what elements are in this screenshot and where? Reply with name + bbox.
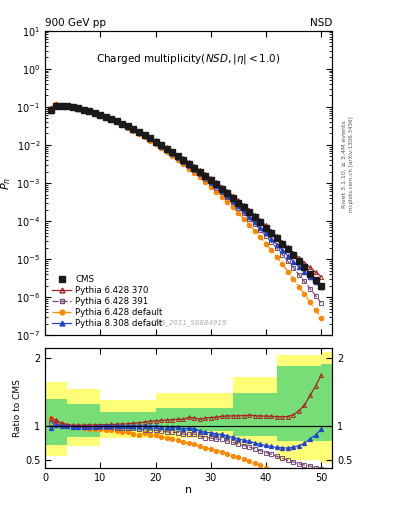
CMS [247,209,252,216]
CMS [170,150,174,156]
CMS [76,105,81,112]
CMS [302,264,307,270]
CMS [65,103,70,110]
CMS [48,107,53,113]
CMS [297,258,301,264]
CMS [264,225,268,231]
CMS [269,230,274,236]
CMS [142,132,147,138]
CMS [92,110,97,116]
CMS [252,214,257,220]
Text: mcplots.cern.ch [arXiv:1306.3436]: mcplots.cern.ch [arXiv:1306.3436] [349,116,354,211]
CMS [81,106,86,113]
Text: 900 GeV pp: 900 GeV pp [45,18,106,28]
CMS [219,186,224,192]
CMS [258,219,263,225]
CMS [175,153,180,159]
CMS [192,165,196,171]
CMS [103,114,108,120]
X-axis label: n: n [185,485,192,495]
CMS [59,102,64,109]
CMS [203,173,208,179]
CMS [313,276,318,283]
CMS [280,241,285,247]
CMS [208,177,213,183]
CMS [214,181,219,187]
CMS [131,126,136,132]
CMS [54,102,59,109]
CMS [164,145,169,152]
CMS [230,195,235,201]
CMS [87,108,92,114]
CMS [186,161,191,167]
CMS [181,157,185,163]
CMS [148,135,152,141]
CMS [70,104,75,110]
CMS [275,236,279,242]
Text: Rivet 3.1.10, ≥ 3.4M events: Rivet 3.1.10, ≥ 3.4M events [342,120,346,208]
Y-axis label: $P_n$: $P_n$ [0,177,13,189]
CMS [137,129,141,135]
CMS [286,246,290,252]
CMS [236,200,241,206]
Text: CMS_2011_S8884919: CMS_2011_S8884919 [151,319,227,326]
CMS [120,121,125,127]
CMS [319,283,323,289]
CMS [291,252,296,259]
CMS [197,168,202,175]
CMS [225,190,230,196]
CMS [109,116,114,122]
CMS [126,123,130,130]
Y-axis label: Ratio to CMS: Ratio to CMS [13,379,22,437]
Text: NSD: NSD [310,18,332,28]
Line: CMS: CMS [48,103,324,289]
CMS [308,270,312,276]
CMS [241,204,246,210]
Legend: CMS, Pythia 6.428 370, Pythia 6.428 391, Pythia 6.428 default, Pythia 8.308 defa: CMS, Pythia 6.428 370, Pythia 6.428 391,… [50,272,165,331]
Text: Charged multiplicity$(NSD, |\eta| < 1.0)$: Charged multiplicity$(NSD, |\eta| < 1.0)… [96,52,281,66]
CMS [115,118,119,124]
CMS [159,142,163,148]
CMS [153,139,158,145]
CMS [98,112,103,118]
